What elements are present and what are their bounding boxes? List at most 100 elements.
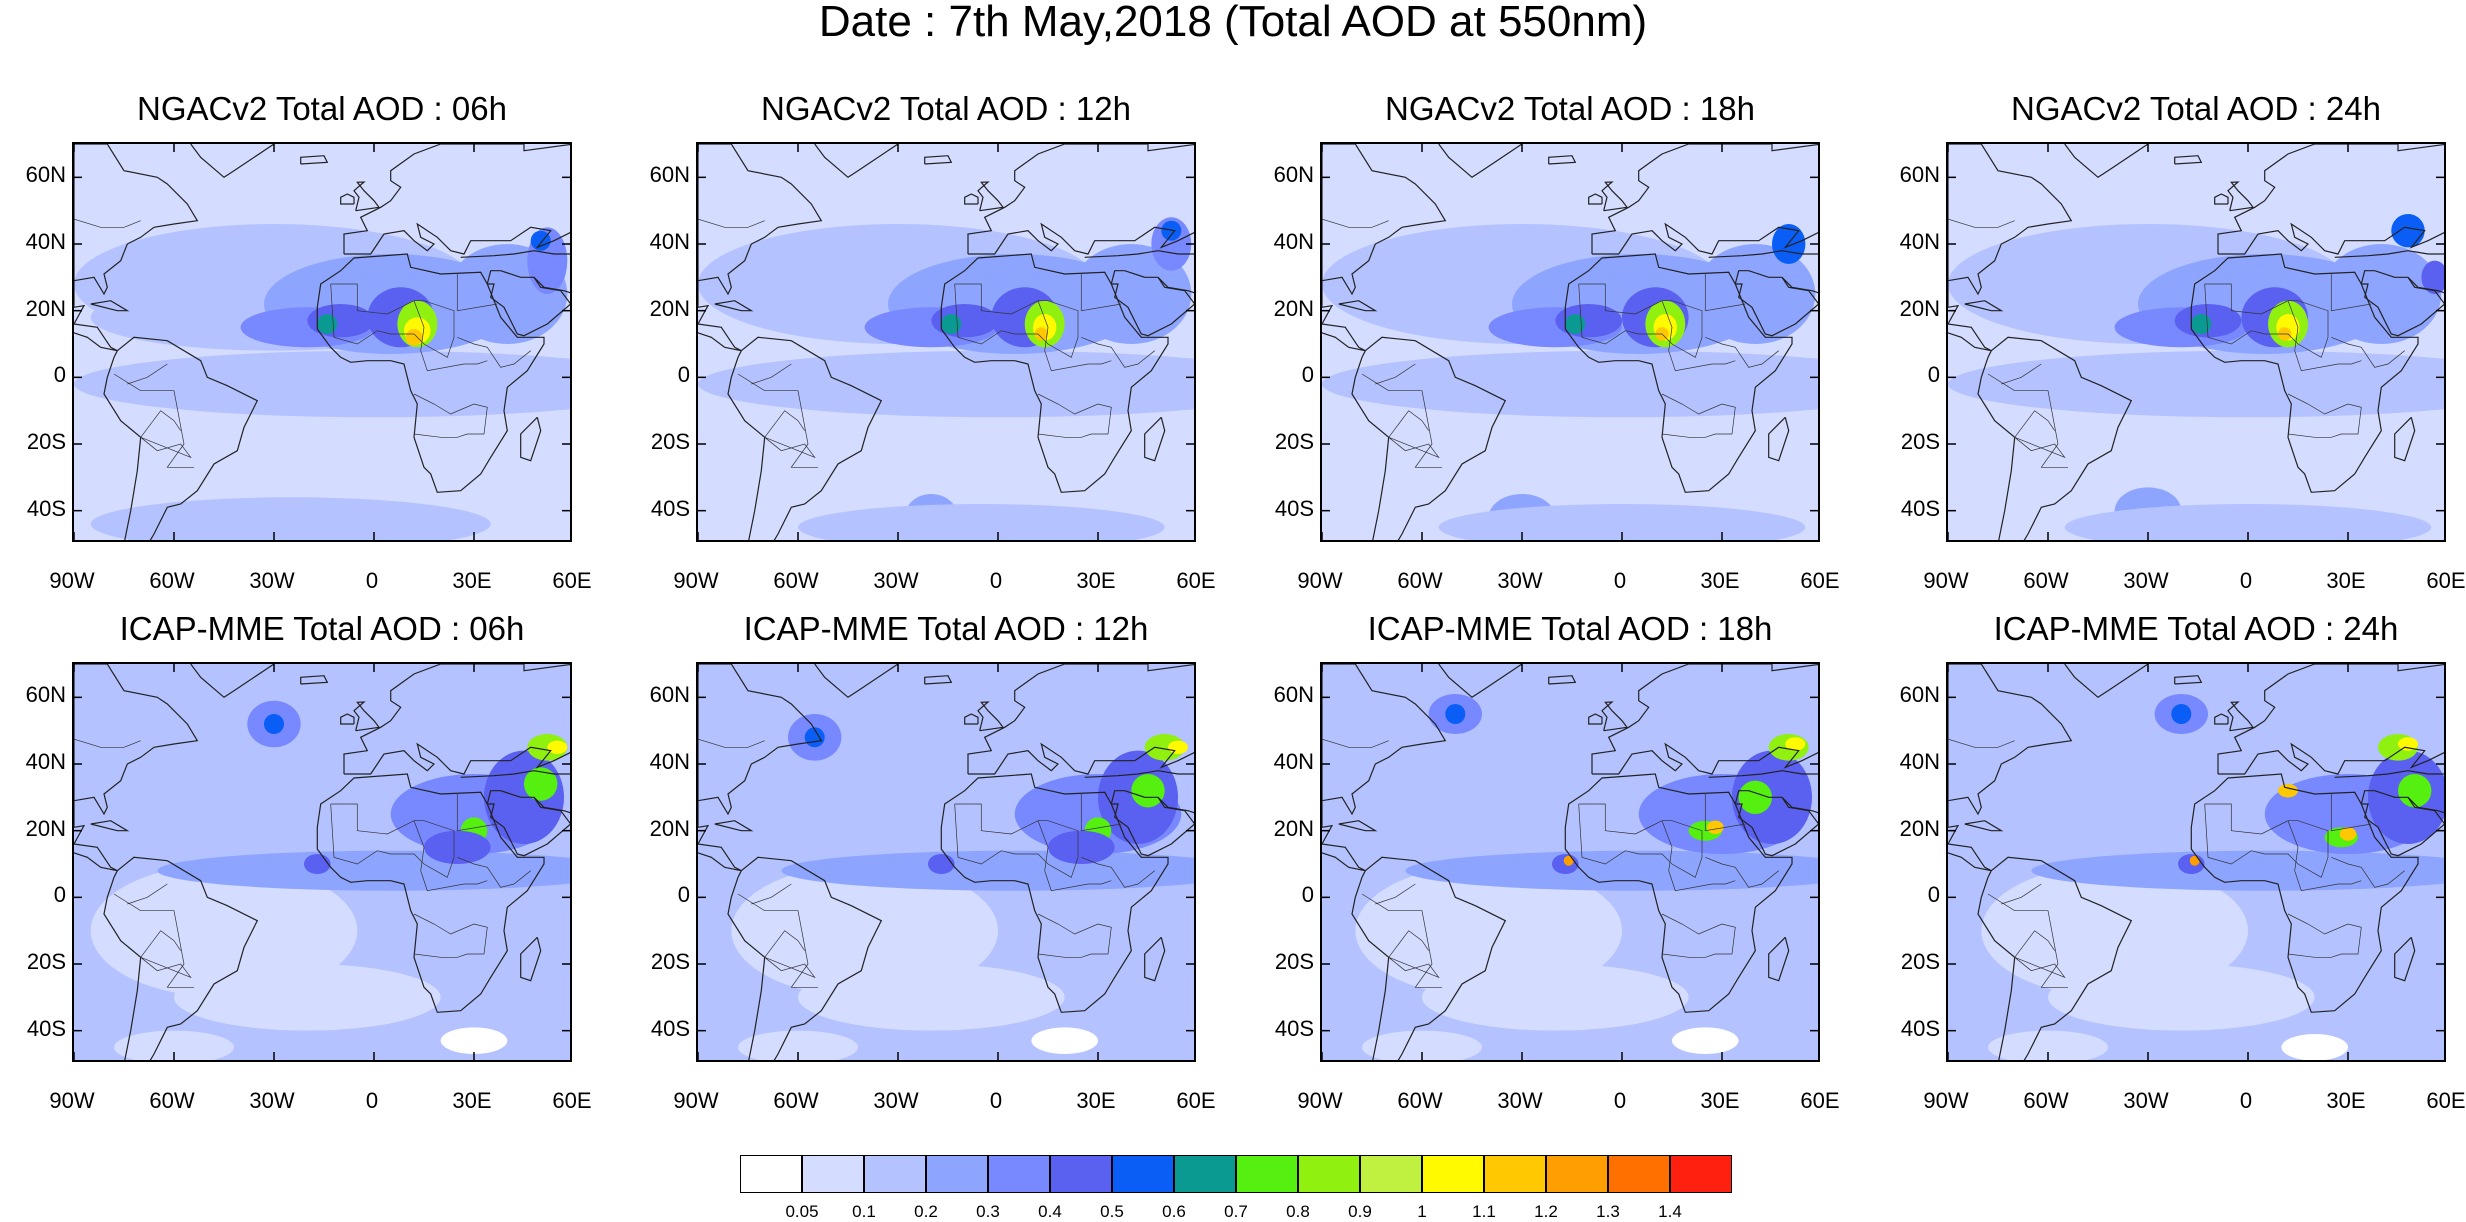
lat-tick-label: 20S: [1900, 429, 1940, 454]
colorbar-swatch: [740, 1155, 802, 1193]
lat-tick-label: 40N: [1273, 749, 1314, 774]
aod-plume: [304, 854, 331, 874]
colorbar-label: 0.1: [852, 1202, 876, 1221]
coastline: [2214, 713, 2229, 725]
map-plot-area: [1946, 662, 2446, 1062]
coastline: [924, 155, 953, 165]
lon-tick-label: 60W: [1397, 1088, 1443, 1113]
coastline: [2227, 701, 2255, 732]
lon-tick-label: 30W: [249, 1088, 295, 1113]
country-border: [113, 373, 194, 468]
aod-plume: [264, 714, 284, 734]
panel-title: ICAP-MME Total AOD : 18h: [1367, 610, 1773, 647]
lat-tick-label: 40N: [1899, 229, 1940, 254]
coastline: [2360, 790, 2444, 857]
aod-plume: [2171, 704, 2192, 724]
lon-tick-label: 0: [989, 568, 1003, 593]
lat-tick-label: 0: [677, 362, 690, 388]
lon-tick-label: 90W: [1923, 568, 1969, 593]
lat-tick-label: 60N: [649, 682, 690, 708]
aod-plume: [2031, 850, 2444, 891]
coastline: [1588, 713, 1603, 725]
coastline: [520, 936, 542, 982]
coastline: [2334, 770, 2444, 814]
coastline: [1438, 144, 1523, 179]
lat-tick-label: 40N: [1273, 229, 1314, 254]
country-border: [1322, 738, 1389, 748]
lat-tick-label: 20S: [1274, 429, 1314, 454]
coastline: [2334, 250, 2444, 294]
coastline: [316, 773, 545, 1013]
coastline: [190, 664, 275, 699]
aod-plume: [2281, 1034, 2348, 1060]
lat-tick-label: 0: [1927, 882, 1940, 908]
country-border: [1037, 300, 1112, 372]
colorbar-label: 0.2: [914, 1202, 938, 1221]
colorbar-swatch: [926, 1155, 988, 1193]
coastline: [714, 820, 754, 832]
lon-tick-label: 0: [2239, 568, 2253, 593]
country-border: [413, 393, 488, 438]
coastline: [1084, 250, 1194, 294]
country-border: [1037, 913, 1112, 958]
coastline: [1144, 416, 1166, 462]
country-border: [2330, 794, 2372, 832]
lat-tick-label: 40N: [25, 749, 66, 774]
country-border: [2014, 956, 2066, 979]
figure-title: Date : 7th May,2018 (Total AOD at 550nm): [818, 0, 1648, 46]
coastline: [967, 144, 1194, 255]
lat-tick-label: 20S: [26, 949, 66, 974]
coastline: [74, 664, 199, 872]
colorbar-swatch: [1112, 1155, 1174, 1193]
coastline: [1948, 664, 2073, 872]
lon-tick-label: 60W: [149, 568, 195, 593]
lon-tick-label: 0: [365, 568, 379, 593]
coastline: [814, 664, 899, 699]
coastline: [460, 770, 570, 814]
lat-tick-label: 20N: [25, 295, 66, 321]
lat-tick-label: 60N: [25, 162, 66, 188]
country-border: [737, 893, 818, 988]
lat-tick-label: 40S: [650, 495, 690, 521]
aod-plume: [2421, 260, 2444, 294]
lat-tick-label: 20S: [1274, 949, 1314, 974]
country-border: [698, 218, 765, 228]
aod-plume: [114, 1030, 234, 1060]
colorbar-swatch: [1546, 1155, 1608, 1193]
country-border: [456, 794, 498, 832]
map-plot-area: [696, 662, 1196, 1062]
country-border: [74, 218, 141, 228]
aod-plume: [1048, 830, 1115, 864]
lon-tick-label: 90W: [49, 1088, 95, 1113]
coastline: [1591, 144, 1818, 255]
lat-tick-label: 60N: [649, 162, 690, 188]
coastline: [2190, 253, 2419, 493]
coastline: [1964, 300, 2004, 312]
coastline: [1591, 664, 1818, 775]
aod-plume: [1422, 964, 1689, 1031]
coastline: [520, 416, 542, 462]
lon-tick-label: 30E: [1076, 1088, 1116, 1113]
coastline: [1322, 664, 1447, 872]
lat-tick-label: 40S: [1274, 1015, 1314, 1041]
country-border: [1388, 410, 1429, 438]
coastline: [343, 664, 570, 775]
lat-tick-label: 20S: [650, 949, 690, 974]
coastline: [1768, 416, 1790, 462]
aod-plume: [2391, 214, 2425, 248]
country-border: [1322, 218, 1389, 228]
coastline: [460, 250, 570, 294]
country-border: [1080, 794, 1122, 832]
aod-field-map: [698, 664, 1194, 1060]
aod-plume: [1405, 850, 1818, 891]
coastline: [1708, 250, 1818, 294]
country-border: [1081, 336, 1155, 368]
colorbar-swatch: [1174, 1155, 1236, 1193]
country-border: [413, 300, 488, 372]
aod-plume: [1151, 217, 1192, 271]
coastline: [486, 270, 570, 337]
country-border: [1661, 913, 1736, 958]
country-border: [1081, 856, 1155, 888]
coastline: [698, 664, 823, 872]
aod-plume: [524, 767, 558, 801]
